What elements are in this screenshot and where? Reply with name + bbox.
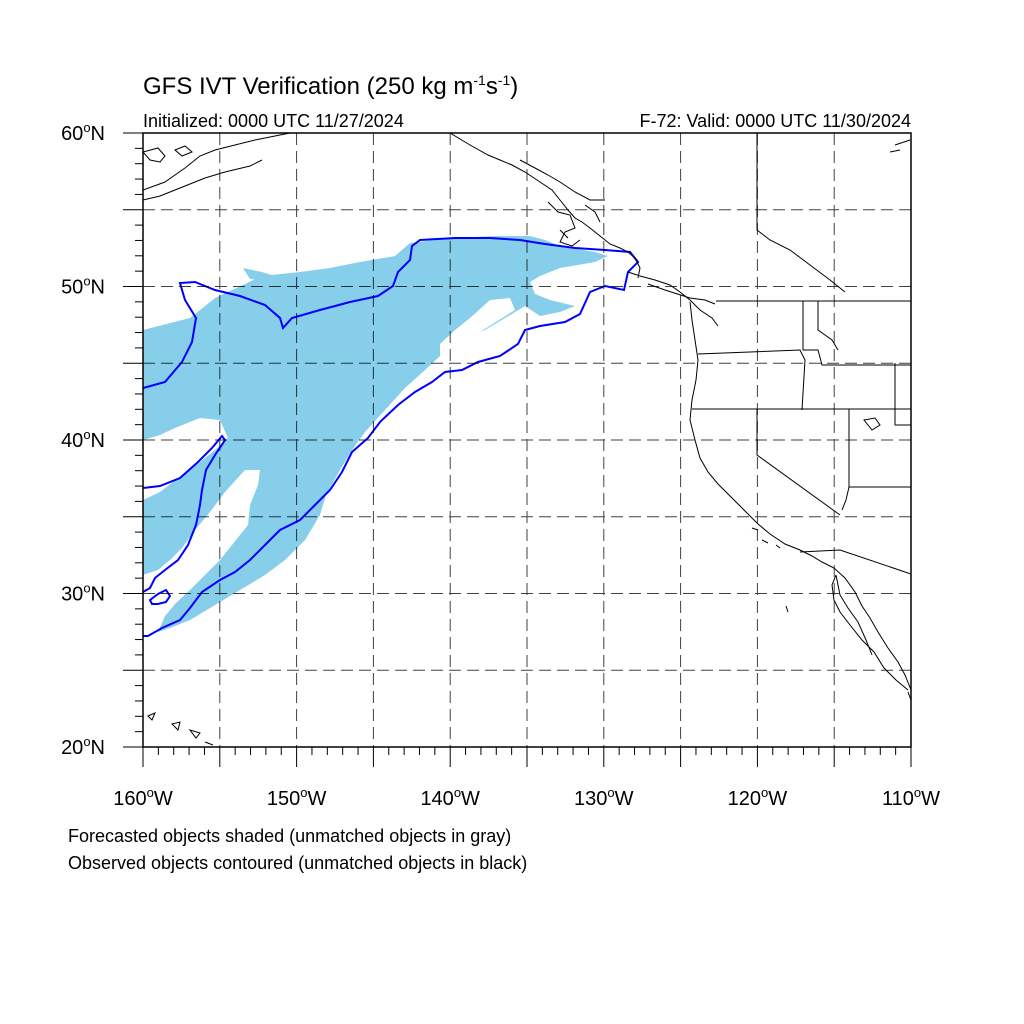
caption-forecast: Forecasted objects shaded (unmatched obj… bbox=[68, 826, 512, 846]
lat-label: 60oN bbox=[61, 120, 105, 145]
islands bbox=[147, 139, 911, 746]
valid-time-label: F-72: Valid: 0000 UTC 11/30/2024 bbox=[639, 111, 912, 131]
lon-label: 150oW bbox=[267, 785, 327, 810]
panhandle-coastline bbox=[449, 133, 641, 279]
gridlines bbox=[143, 133, 911, 747]
lon-label: 160oW bbox=[113, 785, 173, 810]
observed-contour-north bbox=[143, 237, 640, 637]
lon-label: 110oW bbox=[882, 785, 940, 810]
bc-coastline bbox=[627, 271, 719, 327]
latitude-labels: 60oN 50oN 40oN 30oN 20oN bbox=[61, 120, 105, 759]
axis-ticks bbox=[123, 132, 912, 767]
forecast-objects bbox=[143, 236, 608, 632]
us-west-coastline bbox=[689, 301, 911, 691]
alaska-coastline bbox=[143, 133, 291, 201]
forecast-object-bubble bbox=[440, 298, 515, 356]
political-boundaries bbox=[692, 133, 911, 575]
lon-label: 140oW bbox=[420, 785, 480, 810]
lat-label: 50oN bbox=[61, 274, 105, 299]
observed-contour-middle bbox=[143, 434, 227, 593]
forecast-object-fleck bbox=[243, 268, 278, 281]
lat-label: 40oN bbox=[61, 427, 105, 452]
longitude-labels: 160oW 150oW 140oW 130oW 120oW 110oW bbox=[113, 785, 940, 810]
init-time-label: Initialized: 0000 UTC 11/27/2024 bbox=[143, 111, 404, 131]
observed-contour-small bbox=[148, 588, 172, 605]
lon-label: 120oW bbox=[728, 785, 788, 810]
chart-title: GFS IVT Verification (250 kg m-1s-1) bbox=[143, 72, 519, 100]
lat-label: 20oN bbox=[61, 734, 105, 759]
caption-observed: Observed objects contoured (unmatched ob… bbox=[68, 853, 528, 873]
lat-label: 30oN bbox=[61, 581, 105, 606]
observed-objects bbox=[143, 237, 640, 637]
lon-label: 130oW bbox=[574, 785, 634, 810]
forecast-object-main bbox=[143, 236, 608, 632]
state-boundaries bbox=[692, 133, 911, 575]
